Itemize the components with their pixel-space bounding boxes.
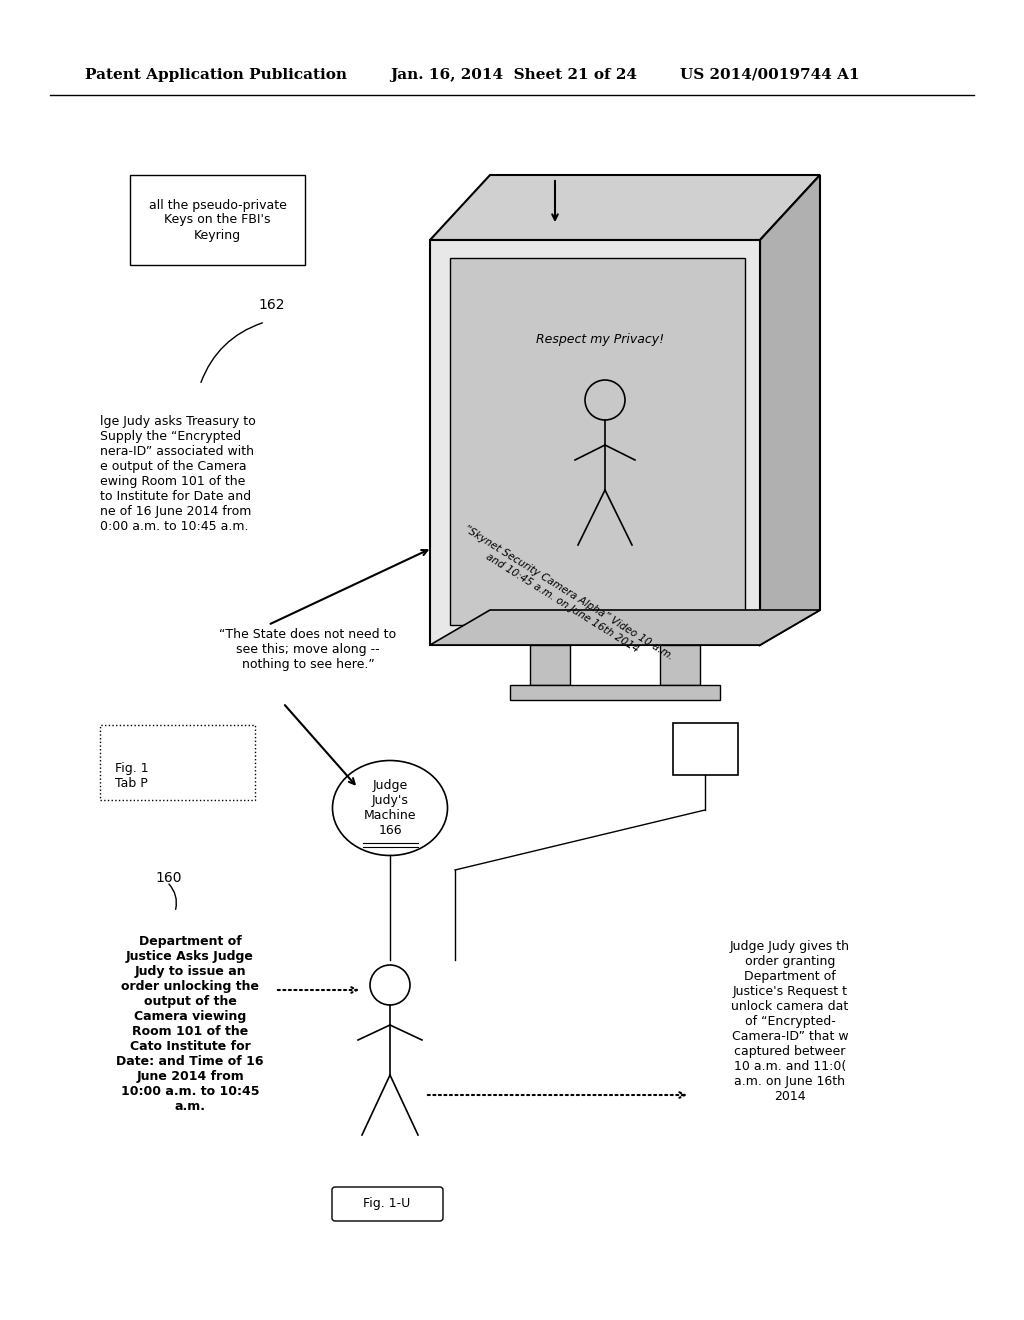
Text: 160: 160 (155, 871, 181, 884)
Polygon shape (530, 645, 570, 685)
Bar (673, 723, 738, 775)
Polygon shape (660, 645, 700, 685)
Text: Department of
Justice Asks Judge
Judy to issue an
order unlocking the
output of : Department of Justice Asks Judge Judy to… (117, 935, 264, 1113)
Text: Jan. 16, 2014  Sheet 21 of 24: Jan. 16, 2014 Sheet 21 of 24 (390, 69, 637, 82)
Text: Fig. 1-U: Fig. 1-U (364, 1197, 411, 1210)
FancyBboxPatch shape (332, 1187, 443, 1221)
Polygon shape (430, 610, 820, 645)
Text: “Skynet Security Camera Alpha” Video 10 a.m.
and 10:45 a.m. on June 16th 2014: “Skynet Security Camera Alpha” Video 10 … (456, 524, 675, 672)
Text: Judge
Judy's
Machine
166: Judge Judy's Machine 166 (364, 779, 416, 837)
Polygon shape (760, 176, 820, 645)
Bar (130, 176, 305, 265)
Text: Patent Application Publication: Patent Application Publication (85, 69, 347, 82)
Text: “The State does not need to
see this; move along --
nothing to see here.”: “The State does not need to see this; mo… (219, 628, 396, 671)
Text: Judge Judy gives th
order granting
Department of
Justice's Request t
unlock came: Judge Judy gives th order granting Depar… (730, 940, 850, 1104)
Polygon shape (430, 176, 820, 240)
Polygon shape (450, 257, 745, 624)
Polygon shape (510, 685, 720, 700)
Text: US 2014/0019744 A1: US 2014/0019744 A1 (680, 69, 859, 82)
Text: lge Judy asks Treasury to
Supply the “Encrypted
nera-ID” associated with
e outpu: lge Judy asks Treasury to Supply the “En… (100, 414, 256, 533)
Text: 162: 162 (258, 298, 285, 312)
Ellipse shape (333, 760, 447, 855)
Text: all the pseudo-private
Keys on the FBI's
Keyring: all the pseudo-private Keys on the FBI's… (148, 198, 287, 242)
Text: Fig. 1
Tab P: Fig. 1 Tab P (115, 762, 148, 789)
Bar (100, 725, 255, 800)
Polygon shape (430, 240, 760, 645)
Text: Respect my Privacy!: Respect my Privacy! (536, 334, 664, 346)
